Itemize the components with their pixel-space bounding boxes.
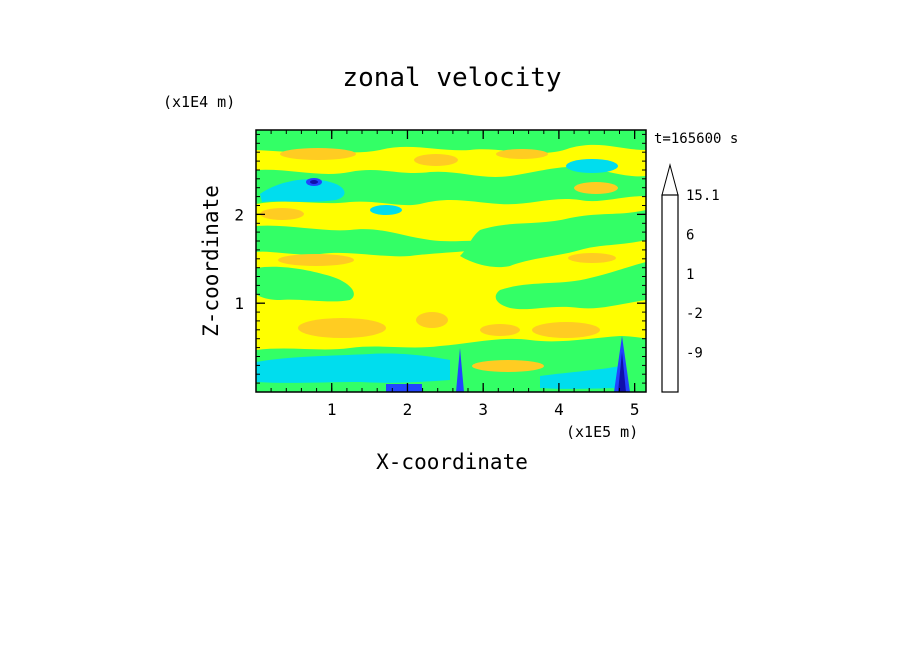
x-unit-label: (x1E5 m) (566, 423, 638, 441)
x-axis-label: X-coordinate (376, 450, 528, 474)
plot-axes: 1 2 3 4 5 1 2 (234, 129, 647, 419)
orange-patch (278, 254, 354, 266)
darkblue-spike (618, 352, 626, 392)
colorbar-frame (661, 194, 679, 393)
orange-patch (298, 318, 386, 338)
contour-field (256, 130, 646, 392)
colorbar-extension-triangle (661, 163, 679, 196)
cyan-patch-surface (256, 353, 450, 383)
x-tick-label: 5 (630, 400, 640, 419)
colorbar-label: 1 (686, 267, 694, 283)
plot-frame (255, 129, 647, 393)
darkblue-regions (310, 180, 626, 392)
orange-patch (414, 154, 458, 166)
orange-patch (416, 312, 448, 328)
green-band-mid-left (256, 225, 500, 257)
colorbar: 15.1 6 1 -2 -9 (661, 163, 720, 393)
orange-patch (496, 149, 548, 159)
y-unit-label: (x1E4 m) (163, 93, 235, 111)
orange-patch (260, 208, 304, 220)
blue-surface-strip (386, 384, 422, 392)
cyan-patch-surface-right (540, 366, 626, 389)
time-label: t=165600 s (654, 131, 738, 147)
green-band-lower-left (256, 266, 354, 302)
y-axis-label: Z-coordinate (199, 185, 223, 337)
colorbar-label: -2 (686, 306, 703, 322)
colorbar-label: 15.1 (686, 188, 720, 204)
colorbar-label: -9 (686, 346, 703, 362)
y-tick-label: 1 (234, 294, 244, 313)
cyan-patch-left (260, 179, 345, 202)
colorbar-label: 6 (686, 227, 694, 243)
cyan-patch (370, 205, 402, 215)
orange-patch (568, 253, 616, 263)
orange-patch (480, 324, 520, 336)
orange-regions (260, 148, 618, 372)
cyan-regions (256, 159, 626, 389)
y-tick-label: 2 (234, 205, 244, 224)
x-tick-label: 2 (403, 400, 413, 419)
orange-patch (574, 182, 618, 194)
green-band-mid-right (460, 210, 646, 268)
green-band-upper (256, 166, 646, 206)
orange-patch (472, 360, 544, 372)
green-band-top (256, 130, 646, 153)
x-tick-label: 1 (327, 400, 337, 419)
cyan-patch (566, 159, 618, 173)
blue-spike-left (456, 348, 464, 392)
green-band-lower-right (495, 262, 646, 310)
orange-patch (280, 148, 356, 160)
darkblue-patch (310, 180, 318, 184)
chart-title: zonal velocity (342, 63, 561, 93)
x-tick-label: 4 (554, 400, 564, 419)
orange-patch (532, 322, 600, 338)
x-tick-label: 3 (478, 400, 488, 419)
